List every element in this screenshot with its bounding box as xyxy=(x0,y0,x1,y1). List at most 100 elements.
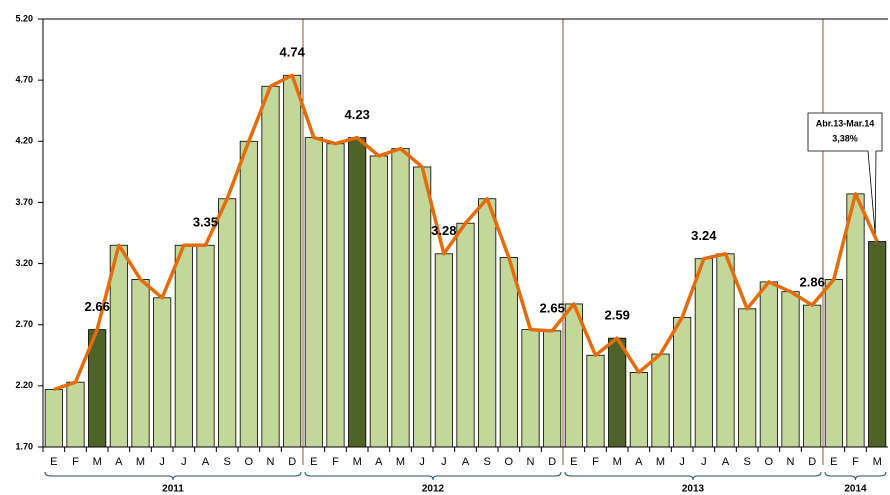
year-brace xyxy=(564,471,822,481)
bar xyxy=(781,291,800,448)
year-brace xyxy=(44,471,302,481)
y-tick-label: 3.20 xyxy=(15,258,33,268)
bar xyxy=(868,241,887,448)
bar xyxy=(824,279,843,448)
x-tick-label: E xyxy=(570,456,577,468)
bar xyxy=(629,372,648,448)
bar xyxy=(499,257,518,448)
x-tick-label: N xyxy=(787,456,795,468)
value-label: 3.28 xyxy=(431,223,456,238)
x-tick-label: F xyxy=(332,456,339,468)
x-tick-label: A xyxy=(635,456,643,468)
bar xyxy=(304,137,323,448)
x-tick-label: F xyxy=(592,456,599,468)
x-tick-label: O xyxy=(245,456,254,468)
year-label: 2014 xyxy=(844,484,867,495)
x-tick-label: M xyxy=(353,456,362,468)
bar xyxy=(174,244,193,448)
bar xyxy=(716,253,735,448)
x-tick-label: A xyxy=(115,456,123,468)
bar xyxy=(586,354,605,448)
x-tick-label: A xyxy=(462,456,470,468)
bar xyxy=(738,308,757,448)
bar xyxy=(196,244,215,448)
x-tick-label: E xyxy=(310,456,317,468)
annotation-text: Abr.13-Mar.14 xyxy=(816,118,875,128)
year-label: 2013 xyxy=(682,484,705,495)
bar xyxy=(521,329,540,448)
bar xyxy=(564,303,583,448)
y-tick-label: 2.70 xyxy=(15,319,33,329)
x-tick-label: O xyxy=(505,456,514,468)
x-tick-label: S xyxy=(483,456,490,468)
bar xyxy=(391,148,410,448)
x-tick-label: M xyxy=(613,456,622,468)
x-tick-label: M xyxy=(93,456,102,468)
bar xyxy=(456,222,475,448)
x-tick-label: O xyxy=(765,456,774,468)
x-tick-label: A xyxy=(722,456,730,468)
x-tick-label: D xyxy=(808,456,816,468)
value-label: 4.74 xyxy=(280,45,306,60)
bar xyxy=(218,198,237,448)
bar xyxy=(239,140,258,448)
y-tick-label: 5.20 xyxy=(15,13,33,23)
x-tick-label: M xyxy=(396,456,405,468)
bar xyxy=(261,85,280,448)
bar xyxy=(434,253,453,448)
y-tick-label: 4.20 xyxy=(15,136,33,146)
annotation-text: 3,38% xyxy=(832,133,858,143)
bar xyxy=(326,143,345,448)
trend-line xyxy=(53,73,879,392)
bar xyxy=(369,155,388,448)
x-tick-label: E xyxy=(830,456,837,468)
x-tick-label: N xyxy=(267,456,275,468)
x-tick-label: N xyxy=(527,456,535,468)
x-tick-label: M xyxy=(136,456,145,468)
value-label: 2.59 xyxy=(605,308,630,323)
x-tick-label: D xyxy=(288,456,296,468)
bar xyxy=(44,389,63,448)
y-tick-label: 2.20 xyxy=(15,380,33,390)
bar xyxy=(651,353,670,448)
bar xyxy=(759,281,778,448)
bar xyxy=(283,74,302,448)
bar xyxy=(413,166,432,448)
x-tick-label: F xyxy=(72,456,79,468)
value-label: 2.86 xyxy=(800,275,825,290)
x-tick-label: J xyxy=(701,456,707,468)
bar xyxy=(131,279,150,448)
value-label: 2.65 xyxy=(540,300,565,315)
bar xyxy=(846,193,865,448)
y-tick-label: 4.70 xyxy=(15,75,33,85)
x-tick-label: M xyxy=(873,456,882,468)
year-label: 2012 xyxy=(422,484,445,495)
bar xyxy=(66,381,85,448)
y-tick-label: 1.70 xyxy=(15,441,33,451)
x-tick-label: J xyxy=(159,456,165,468)
x-tick-label: S xyxy=(743,456,750,468)
bar xyxy=(348,137,367,448)
bar xyxy=(694,258,713,448)
x-tick-label: J xyxy=(419,456,425,468)
value-label: 3.35 xyxy=(193,215,218,230)
year-label: 2011 xyxy=(162,484,184,495)
x-tick-label: F xyxy=(852,456,859,468)
x-tick-label: S xyxy=(223,456,230,468)
bar xyxy=(673,316,692,448)
x-tick-label: J xyxy=(679,456,685,468)
x-tick-label: J xyxy=(181,456,187,468)
year-brace xyxy=(824,471,887,481)
y-tick-label: 3.70 xyxy=(15,197,33,207)
x-tick-label: A xyxy=(202,456,210,468)
x-tick-label: D xyxy=(548,456,556,468)
bar xyxy=(543,330,562,448)
x-tick-label: M xyxy=(656,456,665,468)
bar xyxy=(608,337,627,448)
year-brace xyxy=(304,471,562,481)
annotation-box xyxy=(807,112,883,234)
value-label: 4.23 xyxy=(345,107,370,122)
x-tick-label: E xyxy=(50,456,57,468)
bar xyxy=(478,198,497,448)
bar xyxy=(803,304,822,448)
